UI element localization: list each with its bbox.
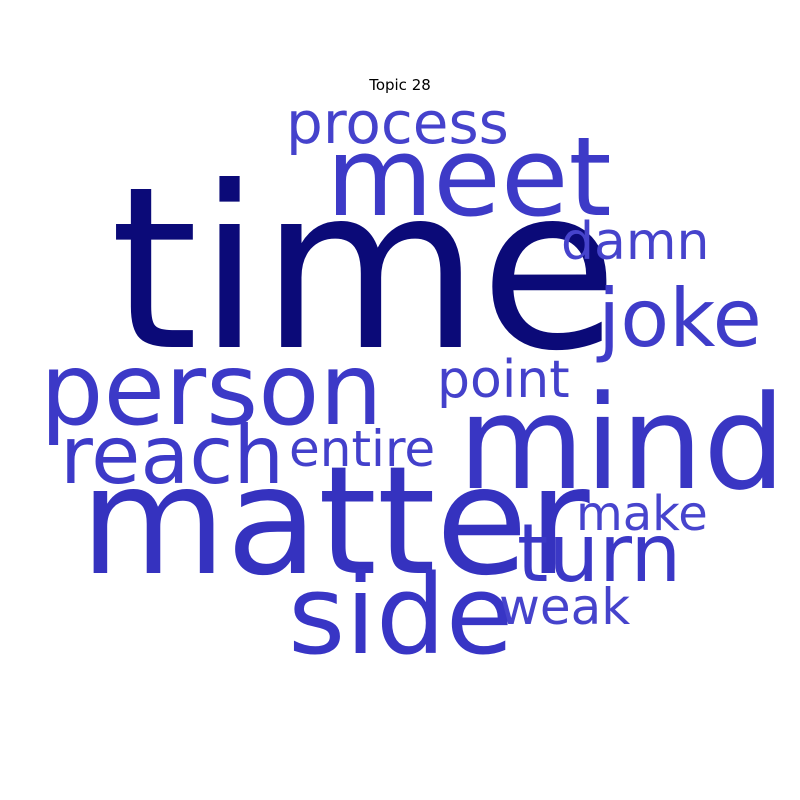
word-weak: weak	[499, 578, 631, 636]
word-side: side	[288, 551, 514, 679]
word-process: process	[286, 89, 509, 157]
word-joke: joke	[598, 272, 762, 365]
word-damn: damn	[561, 212, 710, 272]
word-reach: reach	[60, 409, 285, 502]
word-entire: entire	[289, 420, 436, 478]
word-matter: matter	[80, 435, 590, 609]
word-mind: mind	[458, 367, 786, 519]
word-person: person	[40, 331, 383, 448]
word-point: point	[437, 350, 570, 410]
chart-title: Topic 28	[369, 76, 431, 94]
word-turn: turn	[517, 507, 682, 600]
word-meet: meet	[326, 113, 612, 241]
word-time: time	[110, 139, 619, 401]
word-make: make	[576, 486, 708, 542]
